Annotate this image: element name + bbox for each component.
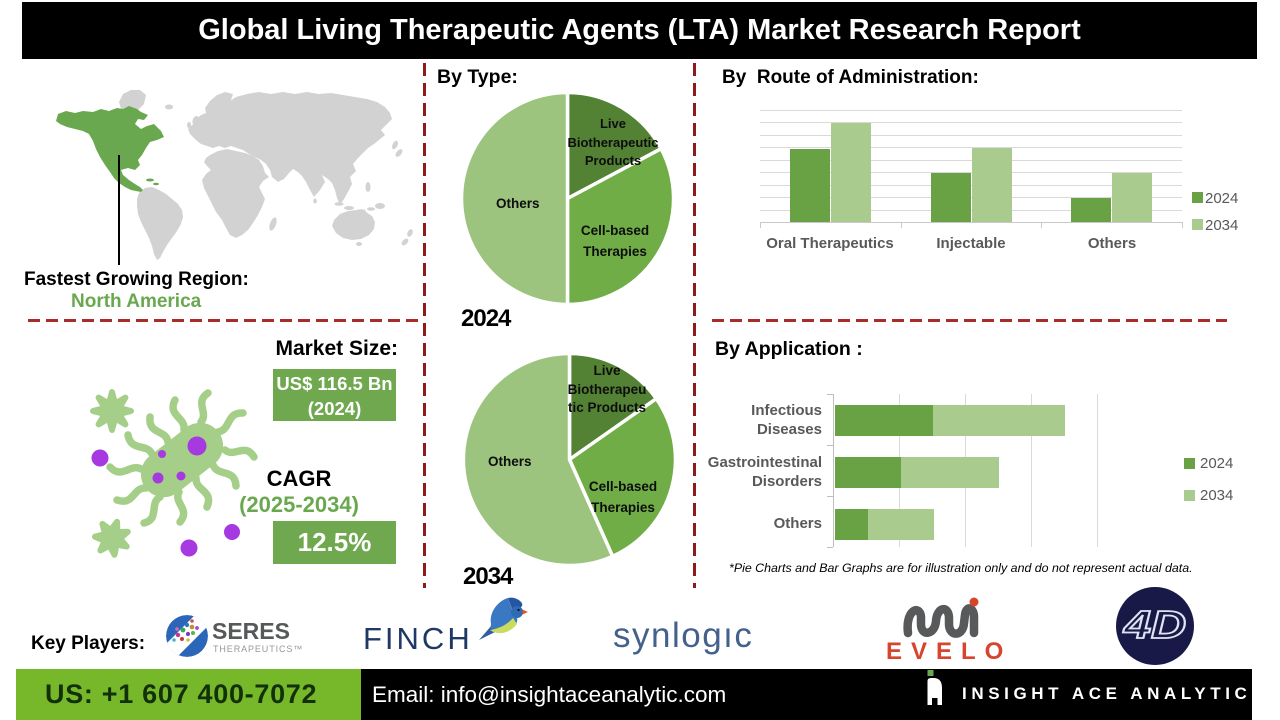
svg-text:4D: 4D bbox=[1123, 604, 1186, 647]
